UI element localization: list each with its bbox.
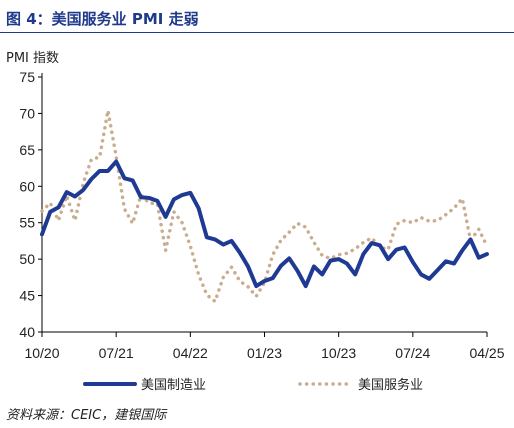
y-tick-label: 50: [19, 251, 35, 267]
manufacturing-pmi-line: [40, 159, 489, 289]
y-tick-label: 55: [19, 215, 35, 231]
series-layer: [40, 108, 489, 304]
legend-label: 美国服务业: [358, 377, 423, 393]
axes: 40 45 50 55 60 65 70 75 10/20 07/21 04/22 01/23 10/2…: [19, 69, 504, 361]
y-tick-label: 75: [19, 69, 35, 85]
x-tick-label: 10/20: [24, 345, 59, 361]
y-axis-label: PMI 指数: [6, 51, 59, 66]
x-tick-label: 04/25: [469, 345, 504, 361]
y-tick-label: 60: [19, 178, 35, 194]
source-note: 资料来源：CEIC，建银国际: [6, 408, 167, 423]
x-tick-label: 10/23: [321, 345, 356, 361]
title-rule: [0, 32, 514, 33]
figure-title: 图 4：美国服务业 PMI 走弱: [6, 10, 199, 28]
x-tick-label: 07/21: [99, 345, 134, 361]
x-tick-label: 04/22: [173, 345, 208, 361]
y-tick-label: 45: [19, 288, 35, 304]
legend: 美国制造业 美国服务业: [83, 377, 423, 393]
legend-label: 美国制造业: [141, 378, 206, 393]
y-tick-label: 65: [19, 142, 35, 158]
x-tick-label: 07/24: [395, 345, 430, 361]
y-tick-label: 70: [19, 105, 35, 121]
x-tick-label: 01/23: [247, 345, 282, 361]
y-tick-label: 40: [19, 324, 35, 340]
